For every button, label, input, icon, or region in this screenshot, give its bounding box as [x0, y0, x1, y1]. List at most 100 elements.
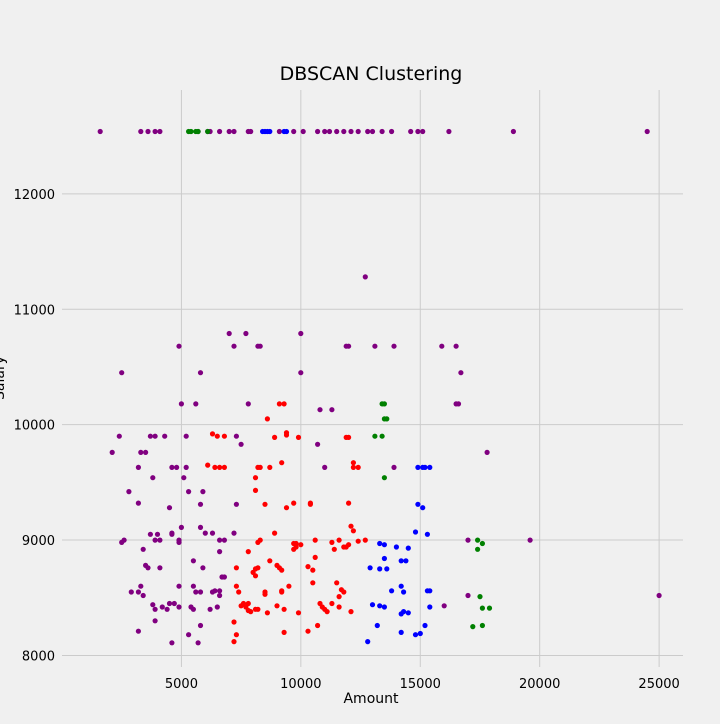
- data-point-red: [295, 434, 302, 440]
- data-point-purple: [176, 343, 182, 349]
- data-point-purple: [291, 128, 297, 135]
- data-point-purple: [197, 501, 204, 507]
- data-point-purple: [152, 606, 158, 612]
- data-point-purple: [408, 128, 414, 135]
- data-point-blue: [369, 602, 376, 608]
- data-point-green: [381, 401, 387, 407]
- data-point-red: [252, 487, 259, 493]
- data-point-purple: [372, 343, 378, 349]
- data-point-purple: [138, 449, 144, 455]
- data-point-blue: [267, 128, 273, 135]
- data-point-purple: [212, 588, 218, 594]
- data-point-purple: [135, 464, 141, 470]
- data-point-blue: [283, 128, 290, 135]
- data-point-red: [279, 588, 285, 594]
- data-point-red: [264, 416, 270, 422]
- data-point-purple: [209, 530, 216, 536]
- data-point-red: [214, 433, 220, 439]
- y-tick-label: 12000: [14, 188, 55, 203]
- data-point-green: [477, 594, 483, 600]
- data-point-purple: [135, 628, 141, 634]
- data-point-blue: [401, 609, 407, 615]
- data-point-purple: [97, 128, 103, 135]
- data-point-blue: [412, 529, 419, 535]
- data-point-purple: [152, 128, 158, 135]
- data-point-purple: [369, 128, 376, 135]
- data-point-purple: [221, 537, 227, 543]
- data-point-purple: [238, 441, 244, 447]
- data-point-red: [252, 573, 259, 579]
- data-point-red: [279, 567, 285, 573]
- data-point-red: [286, 583, 292, 589]
- data-point-purple: [190, 583, 196, 589]
- data-point-purple: [145, 128, 151, 135]
- data-point-blue: [398, 558, 404, 564]
- data-point-purple: [190, 606, 196, 612]
- data-point-blue: [422, 464, 428, 470]
- data-point-red: [221, 464, 227, 470]
- data-point-blue: [398, 583, 404, 589]
- data-point-purple: [166, 505, 173, 511]
- data-point-red: [274, 603, 280, 609]
- data-point-purple: [365, 128, 371, 135]
- data-point-purple: [245, 401, 251, 407]
- data-point-purple: [243, 330, 249, 337]
- data-point-purple: [315, 441, 321, 447]
- data-point-blue: [401, 589, 407, 595]
- data-point-red: [205, 462, 211, 468]
- data-point-purple: [391, 343, 397, 349]
- data-point-purple: [197, 370, 204, 376]
- x-tick-label: 5000: [165, 677, 198, 692]
- data-point-red: [298, 542, 304, 548]
- data-point-red: [252, 475, 259, 481]
- data-point-blue: [398, 629, 404, 636]
- data-point-purple: [186, 489, 192, 495]
- data-point-purple: [109, 449, 115, 455]
- data-point-red: [312, 554, 318, 561]
- data-point-green: [381, 475, 387, 481]
- data-point-purple: [322, 464, 328, 470]
- data-point-red: [348, 609, 354, 615]
- data-point-green: [479, 622, 485, 629]
- data-point-purple: [298, 330, 304, 337]
- data-point-purple: [300, 128, 306, 135]
- data-point-purple: [656, 592, 662, 599]
- data-point-purple: [439, 343, 445, 349]
- data-point-red: [231, 639, 237, 645]
- y-axis-label: Salary: [0, 356, 8, 400]
- data-point-purple: [217, 592, 223, 599]
- data-point-blue: [417, 630, 423, 637]
- data-point-red: [221, 433, 227, 439]
- data-point-blue: [381, 555, 387, 562]
- data-point-purple: [178, 524, 184, 531]
- data-point-green: [384, 416, 390, 422]
- data-point-purple: [183, 433, 189, 439]
- data-point-purple: [197, 589, 204, 595]
- data-point-purple: [157, 565, 163, 571]
- data-point-purple: [176, 583, 182, 589]
- data-point-purple: [420, 128, 426, 135]
- data-point-purple: [527, 537, 533, 543]
- data-point-purple: [257, 343, 263, 349]
- data-point-blue: [389, 588, 395, 594]
- data-point-green: [379, 433, 385, 439]
- data-point-red: [350, 464, 356, 470]
- data-point-red: [336, 604, 342, 610]
- data-point-purple: [276, 128, 282, 135]
- data-point-purple: [207, 606, 213, 612]
- data-point-blue: [427, 464, 433, 470]
- data-point-blue: [415, 501, 421, 507]
- data-point-purple: [221, 574, 227, 580]
- data-point-purple: [379, 128, 385, 135]
- data-point-purple: [157, 128, 163, 135]
- data-point-red: [310, 567, 316, 573]
- data-point-red: [255, 565, 261, 571]
- data-point-blue: [424, 531, 430, 537]
- data-point-purple: [389, 128, 395, 135]
- data-point-purple: [171, 600, 177, 607]
- data-point-purple: [154, 531, 161, 537]
- data-point-purple: [231, 530, 237, 536]
- data-point-purple: [484, 449, 490, 455]
- data-point-red: [281, 606, 287, 612]
- data-point-purple: [135, 589, 141, 595]
